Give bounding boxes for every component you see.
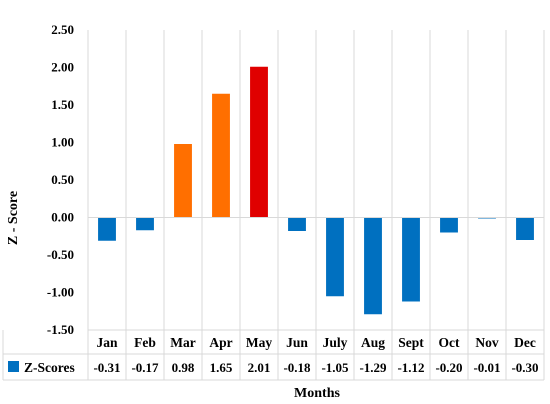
y-tick-label: 0.50 [51, 172, 74, 187]
x-category-label: Mar [170, 335, 195, 350]
data-table-value: -0.20 [435, 360, 462, 375]
x-category-label: Nov [475, 335, 498, 350]
bar-may [250, 66, 268, 218]
x-category-label: Jun [286, 335, 308, 350]
y-tick-label: 1.50 [51, 97, 74, 112]
y-tick-label: -1.00 [47, 285, 74, 300]
y-tick-label: 0.00 [51, 210, 74, 225]
x-category-label: Apr [209, 335, 232, 350]
bar-oct [440, 217, 458, 233]
data-table-value: 2.01 [248, 360, 271, 375]
data-table-value: 0.98 [172, 360, 195, 375]
bar-jun [288, 217, 306, 231]
data-table-value: 1.65 [210, 360, 233, 375]
bar-sept [402, 217, 420, 302]
data-table-value: -0.30 [511, 360, 538, 375]
x-category-label: Dec [514, 335, 536, 350]
data-table-value: -0.31 [93, 360, 120, 375]
bar-july [326, 217, 344, 297]
bar-aug [364, 217, 382, 315]
x-axis-title: Months [294, 386, 340, 401]
data-table-value: -1.12 [397, 360, 424, 375]
x-category-label: July [323, 335, 348, 350]
bar-dec [516, 217, 534, 240]
data-table: Jan Feb Mar Apr May Jun July Aug Sept Oct Nov Dec -0… [8, 335, 539, 375]
legend-key-swatch [8, 361, 19, 372]
data-table-value: -0.18 [283, 360, 311, 375]
bar-jan [98, 217, 116, 241]
bar-mar [174, 144, 192, 218]
y-tick-label: 1.00 [51, 135, 74, 150]
y-tick-label: -1.50 [47, 322, 74, 337]
x-category-label: Aug [361, 335, 385, 350]
data-table-value: -0.17 [131, 360, 159, 375]
x-category-label: Oct [439, 335, 460, 350]
x-category-label: Sept [398, 335, 424, 350]
legend-series-name: Z-Scores [24, 360, 75, 375]
x-category-label: Feb [134, 335, 156, 350]
data-table-value: -1.05 [321, 360, 349, 375]
bar-apr [212, 93, 230, 218]
y-tick-label: 2.50 [51, 22, 74, 37]
x-category-label: Jan [96, 335, 118, 350]
bars-layer [98, 66, 534, 315]
bar-feb [136, 217, 154, 231]
data-table-value: -0.01 [473, 360, 500, 375]
x-category-label: May [246, 335, 272, 350]
y-tick-label: 2.00 [51, 60, 74, 75]
grid-layer [2, 30, 545, 381]
y-axis-title: Z - Score [6, 191, 21, 245]
axis-layer: -1.50 -1.00 -0.50 0.00 0.50 1.00 1.50 2.00 2.50 [47, 22, 544, 337]
y-tick-label: -0.50 [47, 247, 74, 262]
data-table-value: -1.29 [359, 360, 387, 375]
